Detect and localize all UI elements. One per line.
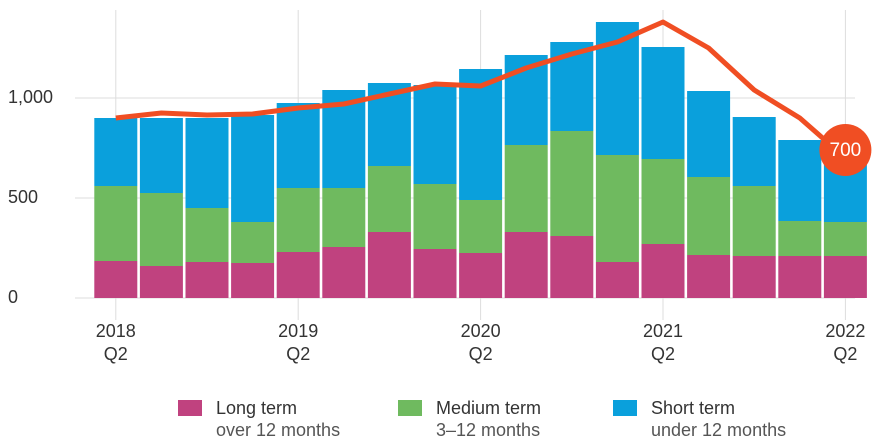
bar: [459, 253, 503, 298]
bar: [322, 247, 366, 298]
bar: [732, 256, 776, 298]
bar: [504, 232, 548, 298]
bar: [94, 261, 138, 298]
bar: [276, 188, 320, 252]
legend-description: 3–12 months: [436, 420, 540, 440]
y-tick-label: 500: [8, 187, 38, 207]
bar: [367, 166, 411, 232]
bar: [413, 85, 457, 184]
total-line: [115, 19, 848, 160]
bar: [595, 155, 639, 262]
bar: [641, 47, 685, 159]
bar: [276, 103, 320, 188]
legend-swatch: [398, 400, 422, 416]
bar: [139, 266, 183, 298]
x-tick-label: 2018: [96, 321, 136, 341]
y-tick-label: 1,000: [8, 87, 53, 107]
y-tick-label: 0: [8, 287, 18, 307]
bar: [94, 118, 138, 186]
bar: [778, 256, 822, 298]
bar: [139, 193, 183, 266]
bar: [504, 145, 548, 232]
bar: [185, 208, 229, 262]
legend-description: over 12 months: [216, 420, 340, 440]
bar: [139, 118, 183, 193]
x-tick-label: Q2: [286, 344, 310, 364]
bar: [185, 262, 229, 298]
legend-label: Long term: [216, 398, 297, 418]
bar: [185, 118, 229, 208]
bar: [823, 222, 867, 256]
bar: [459, 69, 503, 200]
bar: [641, 244, 685, 298]
bar: [231, 222, 275, 263]
bar: [732, 117, 776, 186]
bar: [367, 232, 411, 298]
legend-swatch: [178, 400, 202, 416]
bar: [687, 91, 731, 177]
bar: [732, 186, 776, 256]
bar: [778, 140, 822, 221]
bar: [687, 177, 731, 255]
bar: [231, 115, 275, 222]
legend-description: under 12 months: [651, 420, 786, 440]
x-tick-label: Q2: [104, 344, 128, 364]
bar: [595, 262, 639, 298]
x-tick-label: 2019: [278, 321, 318, 341]
legend-label: Medium term: [436, 398, 541, 418]
annotation-circle: [819, 124, 872, 176]
bar: [687, 255, 731, 298]
x-tick-label: 2021: [643, 321, 683, 341]
bar: [778, 221, 822, 256]
bar: [413, 184, 457, 249]
legend-swatch: [613, 400, 637, 416]
x-tick-label: 2020: [461, 321, 501, 341]
bar: [550, 236, 594, 298]
bar: [641, 159, 685, 244]
bar: [322, 188, 366, 247]
legend-label: Short term: [651, 398, 735, 418]
x-tick-label: Q2: [833, 344, 857, 364]
x-tick-label: 2022: [825, 321, 865, 341]
bar: [550, 131, 594, 236]
bar: [276, 252, 320, 298]
bar: [823, 256, 867, 298]
x-tick-label: Q2: [469, 344, 493, 364]
x-tick-label: Q2: [651, 344, 675, 364]
bar: [231, 263, 275, 298]
bar: [413, 249, 457, 298]
bar: [459, 200, 503, 253]
annotation-label: 700: [830, 140, 862, 161]
bar: [94, 186, 138, 261]
